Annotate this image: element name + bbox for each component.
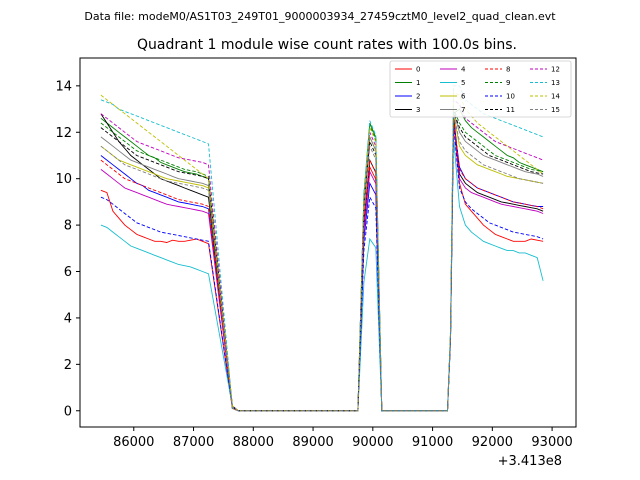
x-tick-label: 91000: [412, 435, 453, 450]
y-tick-label: 8: [64, 219, 72, 234]
legend-label-4: 4: [461, 66, 466, 74]
y-tick-label: 10: [55, 172, 72, 187]
series-line-15: [100, 113, 544, 412]
legend-label-13: 13: [551, 79, 560, 87]
legend-label-7: 7: [461, 106, 465, 114]
x-tick-label: 86000: [113, 435, 154, 450]
y-tick-label: 0: [64, 404, 72, 419]
series-line-6: [100, 113, 544, 412]
y-tick-label: 6: [64, 265, 72, 280]
series-line-3: [100, 113, 544, 412]
y-tick-label: 12: [55, 126, 72, 141]
x-tick-label: 89000: [292, 435, 333, 450]
legend-label-14: 14: [551, 93, 560, 101]
series-line-11: [100, 111, 544, 412]
x-tick-label: 87000: [173, 435, 214, 450]
y-tick-label: 14: [55, 79, 72, 94]
series-line-13: [100, 85, 544, 412]
legend-label-3: 3: [416, 106, 420, 114]
x-tick-label: 92000: [472, 435, 513, 450]
y-tick-label: 4: [64, 311, 72, 326]
legend-label-10: 10: [506, 93, 515, 101]
plot-frame: [79, 57, 577, 428]
legend-label-11: 11: [506, 106, 515, 114]
x-tick-label: 88000: [233, 435, 274, 450]
series-line-7: [100, 111, 544, 412]
series-line-10: [100, 125, 544, 412]
legend-label-12: 12: [551, 66, 560, 74]
series-line-14: [100, 92, 544, 412]
x-tick-label: 90000: [352, 435, 393, 450]
legend-label-6: 6: [461, 93, 466, 101]
legend-label-15: 15: [551, 106, 560, 114]
legend-label-2: 2: [416, 93, 420, 101]
series-line-9: [100, 108, 544, 412]
legend-label-5: 5: [461, 79, 465, 87]
legend-box: [389, 60, 572, 118]
chart-title: Quadrant 1 module wise count rates with …: [137, 37, 517, 53]
legend-label-9: 9: [506, 79, 510, 87]
legend-label-0: 0: [416, 66, 420, 74]
y-tick-label: 2: [64, 358, 72, 373]
legend-label-1: 1: [416, 79, 420, 87]
series-line-5: [100, 136, 544, 412]
supertitle: Data file: modeM0/AS1T03_249T01_90000039…: [84, 10, 556, 23]
axes: 86000 87000 88000 89000 90000 91000 92000 93000…: [55, 57, 577, 450]
x-offset-label: +3.413e8: [498, 454, 562, 469]
legend-label-8: 8: [506, 66, 510, 74]
series-lines: [100, 85, 544, 412]
x-tick-label: 93000: [531, 435, 572, 450]
